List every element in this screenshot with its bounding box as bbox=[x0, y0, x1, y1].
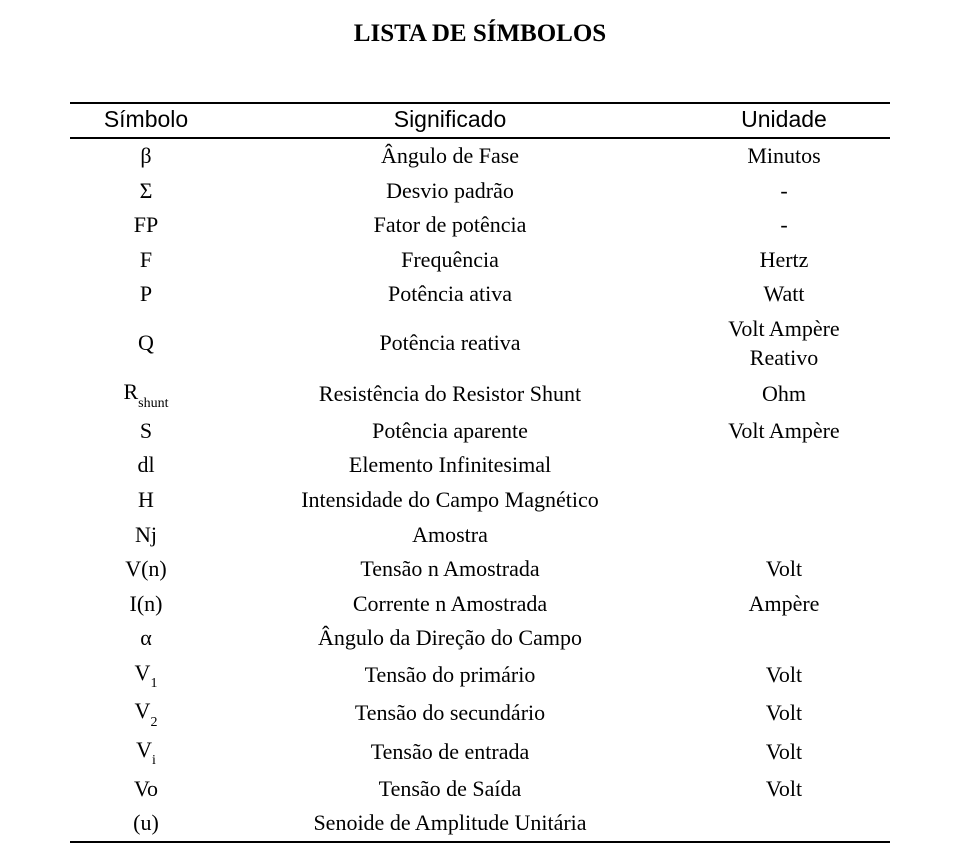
cell-unit: Volt AmpèreReativo bbox=[678, 312, 890, 375]
cell-unit bbox=[678, 518, 890, 553]
table-row: (u)Senoide de Amplitude Unitária bbox=[70, 806, 890, 842]
cell-symbol: I(n) bbox=[70, 587, 222, 622]
cell-symbol: Rshunt bbox=[70, 375, 222, 414]
cell-unit: Hertz bbox=[678, 243, 890, 278]
cell-symbol: V2 bbox=[70, 694, 222, 733]
cell-symbol: S bbox=[70, 414, 222, 449]
table-row: NjAmostra bbox=[70, 518, 890, 553]
cell-meaning: Tensão de Saída bbox=[222, 772, 678, 807]
cell-meaning: Ângulo da Direção do Campo bbox=[222, 621, 678, 656]
table-row: V(n)Tensão n AmostradaVolt bbox=[70, 552, 890, 587]
cell-meaning: Intensidade do Campo Magnético bbox=[222, 483, 678, 518]
cell-unit: Ohm bbox=[678, 375, 890, 414]
col-header-unit: Unidade bbox=[678, 103, 890, 138]
cell-unit bbox=[678, 621, 890, 656]
cell-unit: Volt bbox=[678, 552, 890, 587]
table-row: dlElemento Infinitesimal bbox=[70, 448, 890, 483]
cell-meaning: Desvio padrão bbox=[222, 174, 678, 209]
cell-unit bbox=[678, 806, 890, 842]
cell-meaning: Amostra bbox=[222, 518, 678, 553]
cell-symbol: V1 bbox=[70, 656, 222, 695]
table-row: ΣDesvio padrão- bbox=[70, 174, 890, 209]
cell-symbol: dl bbox=[70, 448, 222, 483]
cell-meaning: Tensão de entrada bbox=[222, 733, 678, 772]
table-header-row: Símbolo Significado Unidade bbox=[70, 103, 890, 138]
table-row: PPotência ativaWatt bbox=[70, 277, 890, 312]
cell-symbol: P bbox=[70, 277, 222, 312]
cell-unit: Volt Ampère bbox=[678, 414, 890, 449]
cell-unit: Ampère bbox=[678, 587, 890, 622]
col-header-symbol: Símbolo bbox=[70, 103, 222, 138]
cell-symbol: Q bbox=[70, 312, 222, 375]
cell-meaning: Corrente n Amostrada bbox=[222, 587, 678, 622]
cell-meaning: Tensão do secundário bbox=[222, 694, 678, 733]
cell-symbol: H bbox=[70, 483, 222, 518]
cell-meaning: Tensão do primário bbox=[222, 656, 678, 695]
cell-meaning: Senoide de Amplitude Unitária bbox=[222, 806, 678, 842]
page-title: LISTA DE SÍMBOLOS bbox=[70, 20, 890, 48]
table-row: I(n)Corrente n AmostradaAmpère bbox=[70, 587, 890, 622]
table-row: βÂngulo de FaseMinutos bbox=[70, 138, 890, 174]
cell-meaning: Resistência do Resistor Shunt bbox=[222, 375, 678, 414]
cell-symbol: V(n) bbox=[70, 552, 222, 587]
cell-unit: Volt bbox=[678, 733, 890, 772]
cell-unit bbox=[678, 483, 890, 518]
cell-meaning: Potência ativa bbox=[222, 277, 678, 312]
cell-symbol: α bbox=[70, 621, 222, 656]
table-row: VoTensão de SaídaVolt bbox=[70, 772, 890, 807]
cell-unit: Volt bbox=[678, 772, 890, 807]
table-row: RshuntResistência do Resistor ShuntOhm bbox=[70, 375, 890, 414]
col-header-meaning: Significado bbox=[222, 103, 678, 138]
symbols-table: Símbolo Significado Unidade βÂngulo de F… bbox=[70, 102, 890, 843]
cell-symbol: Vi bbox=[70, 733, 222, 772]
table-row: αÂngulo da Direção do Campo bbox=[70, 621, 890, 656]
cell-symbol: (u) bbox=[70, 806, 222, 842]
cell-meaning: Ângulo de Fase bbox=[222, 138, 678, 174]
cell-symbol: FP bbox=[70, 208, 222, 243]
cell-meaning: Tensão n Amostrada bbox=[222, 552, 678, 587]
cell-symbol: Nj bbox=[70, 518, 222, 553]
cell-unit: Watt bbox=[678, 277, 890, 312]
table-row: FFrequênciaHertz bbox=[70, 243, 890, 278]
cell-meaning: Elemento Infinitesimal bbox=[222, 448, 678, 483]
table-row: V1Tensão do primárioVolt bbox=[70, 656, 890, 695]
table-row: FPFator de potência- bbox=[70, 208, 890, 243]
cell-symbol: β bbox=[70, 138, 222, 174]
cell-meaning: Frequência bbox=[222, 243, 678, 278]
table-row: HIntensidade do Campo Magnético bbox=[70, 483, 890, 518]
cell-symbol: F bbox=[70, 243, 222, 278]
table-row: QPotência reativaVolt AmpèreReativo bbox=[70, 312, 890, 375]
cell-symbol: Σ bbox=[70, 174, 222, 209]
cell-meaning: Fator de potência bbox=[222, 208, 678, 243]
cell-unit bbox=[678, 448, 890, 483]
page-root: LISTA DE SÍMBOLOS Símbolo Significado Un… bbox=[0, 0, 960, 774]
cell-unit: Volt bbox=[678, 656, 890, 695]
cell-unit: - bbox=[678, 208, 890, 243]
cell-unit: Volt bbox=[678, 694, 890, 733]
cell-unit: Minutos bbox=[678, 138, 890, 174]
cell-meaning: Potência reativa bbox=[222, 312, 678, 375]
cell-unit: - bbox=[678, 174, 890, 209]
table-row: SPotência aparenteVolt Ampère bbox=[70, 414, 890, 449]
table-row: ViTensão de entradaVolt bbox=[70, 733, 890, 772]
table-body: βÂngulo de FaseMinutosΣDesvio padrão-FPF… bbox=[70, 138, 890, 842]
cell-meaning: Potência aparente bbox=[222, 414, 678, 449]
cell-symbol: Vo bbox=[70, 772, 222, 807]
table-row: V2Tensão do secundárioVolt bbox=[70, 694, 890, 733]
